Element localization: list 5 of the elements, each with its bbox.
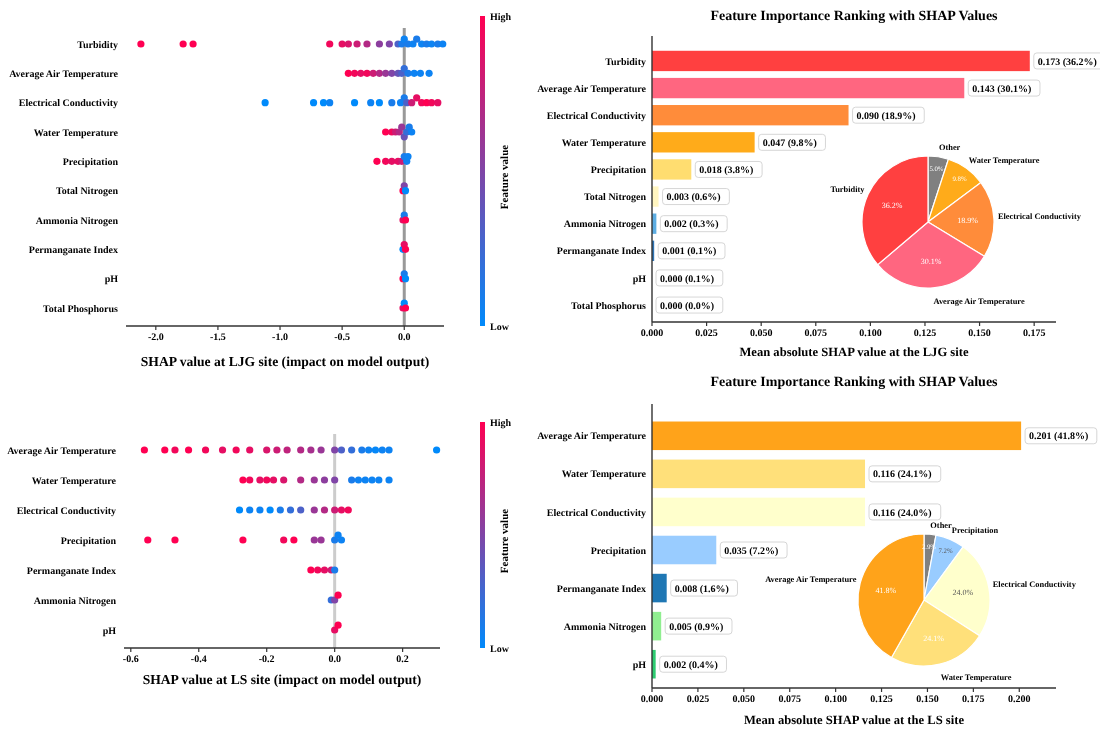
bar (652, 105, 849, 126)
bar (652, 132, 755, 153)
bar (652, 50, 1030, 72)
bar (652, 573, 667, 603)
bar (652, 186, 659, 207)
